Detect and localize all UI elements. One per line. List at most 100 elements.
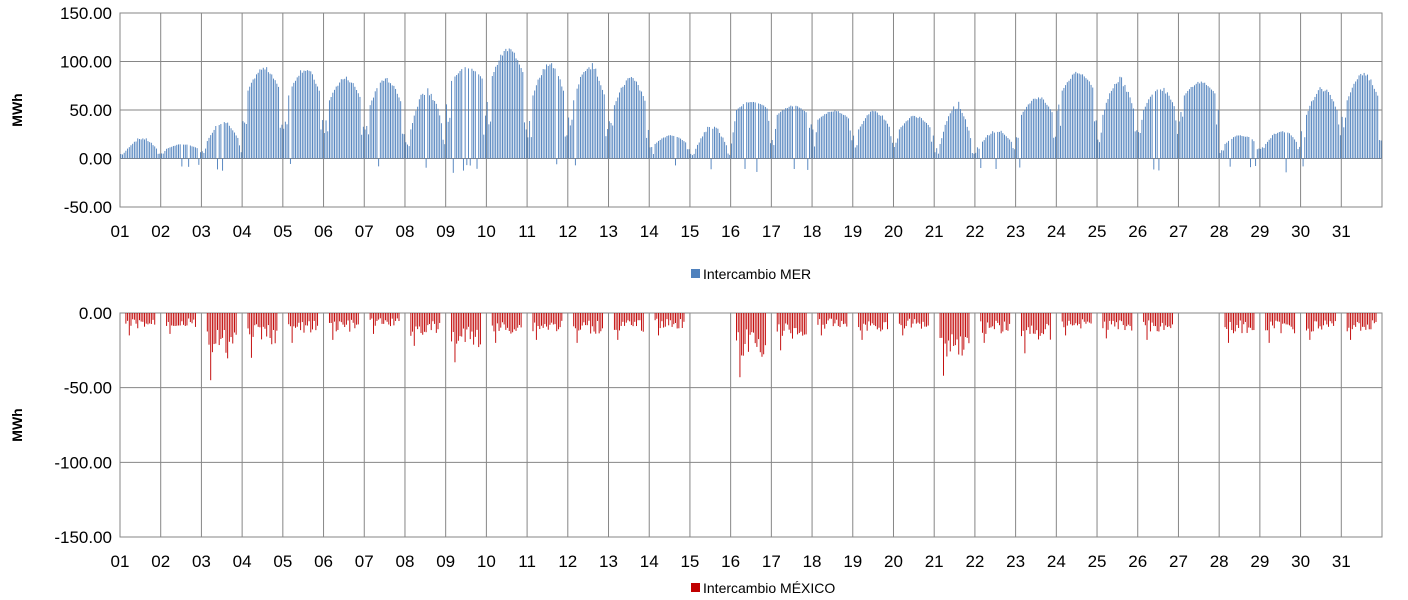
bar <box>737 108 739 159</box>
bar <box>530 137 532 159</box>
bar <box>1326 313 1328 325</box>
bar <box>169 313 171 334</box>
bar <box>410 129 412 159</box>
bar <box>1238 313 1240 328</box>
bar <box>1095 120 1097 159</box>
bar <box>610 122 612 159</box>
bar <box>1158 313 1160 332</box>
bar <box>223 313 225 331</box>
bar <box>571 119 573 159</box>
bar <box>1158 158 1160 171</box>
bar <box>583 313 585 323</box>
x-tick-label: 02 <box>151 222 170 241</box>
bar <box>1231 313 1233 331</box>
bar <box>666 313 668 320</box>
bar <box>669 135 671 159</box>
bar <box>658 140 659 159</box>
bar <box>139 313 140 321</box>
bar <box>807 158 809 170</box>
bar <box>671 135 673 159</box>
bar <box>189 145 191 159</box>
bar <box>288 313 290 325</box>
bar <box>193 146 195 159</box>
bar <box>622 86 624 159</box>
bar <box>1241 136 1243 159</box>
bar <box>831 313 832 319</box>
bar <box>1328 313 1329 327</box>
bar <box>958 313 960 355</box>
bar <box>1248 136 1250 159</box>
bar <box>122 154 123 159</box>
bar <box>210 313 212 381</box>
bar <box>1048 106 1050 159</box>
bar <box>1034 98 1036 159</box>
bar <box>1356 79 1358 159</box>
bar <box>817 119 819 159</box>
bar <box>340 79 342 159</box>
bar <box>944 313 946 344</box>
bar <box>1273 313 1275 329</box>
bar <box>1039 98 1041 159</box>
bar <box>912 115 914 159</box>
bar <box>312 313 313 330</box>
bar <box>629 77 631 159</box>
bar <box>1122 313 1124 326</box>
bar <box>1331 99 1333 159</box>
bar <box>746 313 748 330</box>
bar <box>724 141 726 159</box>
bar <box>1334 106 1336 159</box>
bar <box>954 313 956 346</box>
bar <box>1078 73 1080 159</box>
bar <box>308 70 310 159</box>
bar <box>150 313 152 324</box>
bar <box>793 313 795 329</box>
bar <box>1290 313 1292 327</box>
bar <box>1149 96 1151 159</box>
bar <box>880 313 882 332</box>
bar <box>549 313 551 325</box>
x-tick-label: 23 <box>1006 222 1025 241</box>
bar <box>1205 84 1207 159</box>
bar <box>1361 313 1363 327</box>
bar <box>269 313 271 338</box>
bar <box>293 313 295 327</box>
bar <box>924 121 926 159</box>
bar <box>795 313 797 329</box>
bar <box>968 130 970 159</box>
bar <box>642 313 644 332</box>
bar <box>496 313 498 324</box>
x-tick-label: 21 <box>925 552 944 571</box>
bar <box>1021 114 1022 159</box>
bar <box>507 51 509 159</box>
x-tick-label: 22 <box>965 222 984 241</box>
bar <box>949 313 951 352</box>
bar <box>142 138 144 159</box>
bar <box>1083 76 1085 159</box>
bar <box>1116 313 1117 323</box>
bar <box>1139 133 1141 159</box>
bar <box>364 129 366 159</box>
bar <box>586 313 588 326</box>
bar <box>1160 89 1162 159</box>
bar <box>956 313 958 340</box>
bar <box>1326 89 1328 159</box>
bar <box>495 66 497 159</box>
bar <box>863 313 865 324</box>
bar <box>524 122 525 159</box>
legend-label: Intercambio MÉXICO <box>703 580 835 596</box>
bar <box>929 127 931 159</box>
bar <box>564 136 566 159</box>
bar <box>829 111 831 159</box>
bar <box>176 313 178 326</box>
bar <box>1010 141 1012 159</box>
bar <box>563 90 564 159</box>
bar <box>496 64 498 159</box>
bar <box>1321 88 1323 159</box>
bar <box>510 49 512 159</box>
bar <box>1144 106 1146 159</box>
bar <box>1295 141 1297 159</box>
bar <box>439 115 441 159</box>
x-tick-label: 11 <box>518 222 536 241</box>
bar <box>405 142 407 159</box>
bar <box>1143 313 1145 322</box>
